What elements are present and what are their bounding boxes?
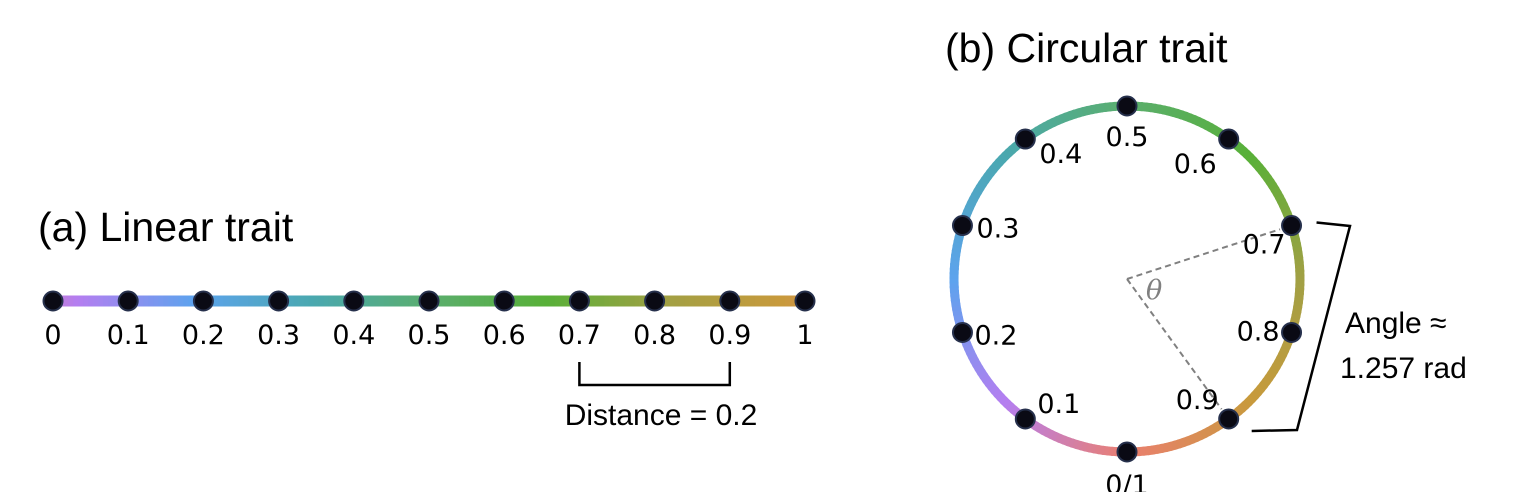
linear-dot: [42, 290, 64, 312]
circular-dot: [951, 215, 973, 237]
linear-tick-labels: 0 0.1 0.2 0.3 0.4 0.5 0.6 0.7 0.8 0.9 1: [44, 320, 813, 351]
angle-bracket: [1251, 221, 1352, 433]
circular-dot: [1116, 95, 1138, 117]
linear-dot: [794, 290, 816, 312]
circular-tick-label: 0.1: [1037, 389, 1080, 420]
circular-tick-label: 0.5: [1106, 122, 1149, 153]
circular-dot: [1218, 408, 1240, 430]
linear-dot: [568, 290, 590, 312]
circular-dot: [1014, 408, 1036, 430]
linear-tick-label: 0.1: [107, 320, 150, 351]
circular-dot: [1116, 441, 1138, 463]
linear-dot: [268, 290, 290, 312]
linear-tick-label: 0.8: [633, 320, 676, 351]
linear-tick-label: 0.9: [708, 320, 751, 351]
angle-guide-lines: [1126, 228, 1281, 410]
linear-tick-label: 0.5: [408, 320, 451, 351]
angle-guide-line: [1126, 228, 1281, 280]
circular-tick-labels: 0/1 0.1 0.2 0.3 0.4 0.5 0.6 0.7 0.8 0.9: [974, 122, 1285, 492]
linear-title: (a) Linear trait: [38, 204, 294, 250]
linear-dot: [644, 290, 666, 312]
circular-tick-label: 0.8: [1237, 316, 1280, 347]
circular-panel: (b) Circular trait θ 0/10.10.20.30.40.50…: [945, 25, 1467, 492]
circular-title: (b) Circular trait: [945, 25, 1228, 71]
circular-dot: [1281, 321, 1303, 343]
linear-dot: [117, 290, 139, 312]
distance-label: Distance = 0.2: [565, 399, 758, 432]
linear-dot: [493, 290, 515, 312]
linear-dot: [343, 290, 365, 312]
circular-tick-label: 0.3: [976, 214, 1019, 245]
linear-tick-label: 0: [44, 320, 61, 351]
circular-dot: [1281, 215, 1303, 237]
theta-label: θ: [1146, 275, 1162, 306]
linear-tick-label: 0.7: [558, 320, 601, 351]
linear-dot: [418, 290, 440, 312]
circular-tick-label: 0.9: [1176, 385, 1219, 416]
linear-dot: [719, 290, 741, 312]
circular-tick-label: 0.7: [1243, 230, 1286, 261]
circular-dot: [1218, 128, 1240, 150]
circular-dot: [1014, 128, 1036, 150]
linear-panel: (a) Linear trait 0 0.1 0.2 0.3 0.4 0.5 0.6 0.7 0…: [38, 204, 816, 432]
linear-tick-label: 0.3: [257, 320, 300, 351]
angle-guide-line: [1126, 278, 1223, 410]
distance-bracket: [578, 362, 732, 387]
linear-tick-label: 1: [796, 320, 813, 351]
circular-tick-label: 0.6: [1174, 149, 1217, 180]
circular-dot: [951, 321, 973, 343]
linear-tick-label: 0.2: [182, 320, 225, 351]
angle-label-line1: Angle ≈: [1345, 307, 1447, 340]
circular-tick-label: 0/1: [1105, 470, 1148, 492]
angle-label-line2: 1.257 rad: [1340, 352, 1467, 385]
linear-tick-label: 0.4: [332, 320, 375, 351]
circular-dots: [951, 95, 1303, 463]
linear-dots: [42, 290, 816, 312]
circular-tick-label: 0.2: [974, 320, 1017, 351]
circular-tick-label: 0.4: [1039, 139, 1082, 170]
linear-tick-label: 0.6: [483, 320, 526, 351]
linear-dot: [192, 290, 214, 312]
